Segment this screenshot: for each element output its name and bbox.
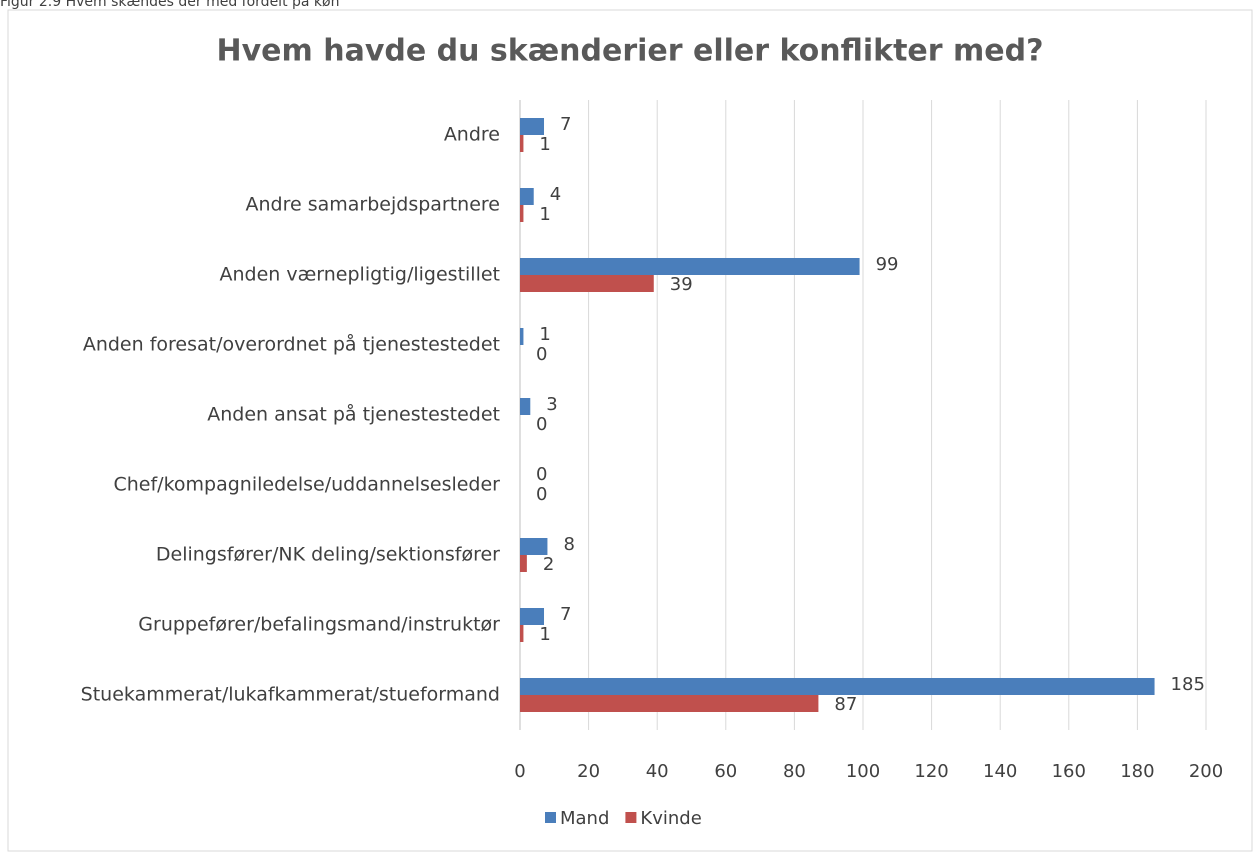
- y-tick-label: Delingsfører/NK deling/sektionsfører: [156, 544, 500, 566]
- data-label: 7: [560, 604, 571, 625]
- bar: [520, 275, 654, 292]
- x-tick-label: 180: [1120, 761, 1154, 782]
- legend-label: Mand: [560, 808, 609, 829]
- x-tick-label: 0: [514, 761, 525, 782]
- data-label: 2: [543, 554, 554, 575]
- data-label: 0: [536, 464, 547, 485]
- y-tick-label: Anden foresat/overordnet på tjenestested…: [83, 333, 500, 356]
- caption: Figur 2.9 Hvem skændes der med fordelt p…: [0, 0, 339, 10]
- y-tick-label: Anden værnepligtig/ligestillet: [220, 264, 500, 286]
- chart-title: Hvem havde du skænderier eller konflikte…: [217, 34, 1044, 69]
- data-label: 0: [536, 484, 547, 505]
- bar: [520, 538, 548, 555]
- x-tick-label: 120: [914, 761, 948, 782]
- x-tick-label: 140: [983, 761, 1017, 782]
- data-label: 39: [670, 274, 693, 295]
- bar: [520, 398, 531, 415]
- data-label: 1: [539, 134, 550, 155]
- data-label: 1: [539, 204, 550, 225]
- bar: [520, 555, 527, 572]
- x-tick-label: 200: [1189, 761, 1223, 782]
- x-tick-label: 100: [846, 761, 880, 782]
- x-tick-label: 60: [714, 761, 737, 782]
- bar: [520, 678, 1155, 695]
- data-label: 99: [876, 254, 899, 275]
- data-label: 87: [834, 694, 857, 715]
- data-label: 7: [560, 114, 571, 135]
- data-label: 185: [1171, 674, 1205, 695]
- y-tick-label: Anden ansat på tjenestestedet: [207, 403, 500, 426]
- bar: [520, 258, 860, 275]
- y-tick-label: Gruppefører/befalingsmand/instruktør: [138, 614, 500, 636]
- data-label: 8: [563, 534, 574, 555]
- data-label: 0: [536, 414, 547, 435]
- legend-swatch: [545, 812, 556, 823]
- bar: [520, 205, 524, 222]
- y-tick-label: Andre: [444, 124, 500, 146]
- data-label: 1: [539, 324, 550, 345]
- data-label: 3: [546, 394, 557, 415]
- y-tick-label: Chef/kompagniledelse/uddannelsesleder: [114, 474, 501, 496]
- x-tick-label: 160: [1052, 761, 1086, 782]
- data-label: 4: [550, 184, 561, 205]
- x-tick-label: 20: [577, 761, 600, 782]
- data-label: 1: [539, 624, 550, 645]
- bar: [520, 135, 524, 152]
- x-tick-label: 80: [783, 761, 806, 782]
- bar: [520, 118, 545, 135]
- legend-label: Kvinde: [640, 808, 701, 829]
- bar: [520, 625, 524, 642]
- chart-frame: [7, 9, 1253, 852]
- legend-swatch: [625, 812, 637, 823]
- data-label: 0: [536, 344, 547, 365]
- bar: [520, 328, 524, 345]
- bar: [520, 695, 819, 712]
- bar: [520, 188, 534, 205]
- x-tick-label: 40: [646, 761, 669, 782]
- bar: [520, 608, 545, 625]
- y-tick-label: Andre samarbejdspartnere: [246, 194, 501, 216]
- y-tick-label: Stuekammerat/lukafkammerat/stueformand: [81, 684, 500, 706]
